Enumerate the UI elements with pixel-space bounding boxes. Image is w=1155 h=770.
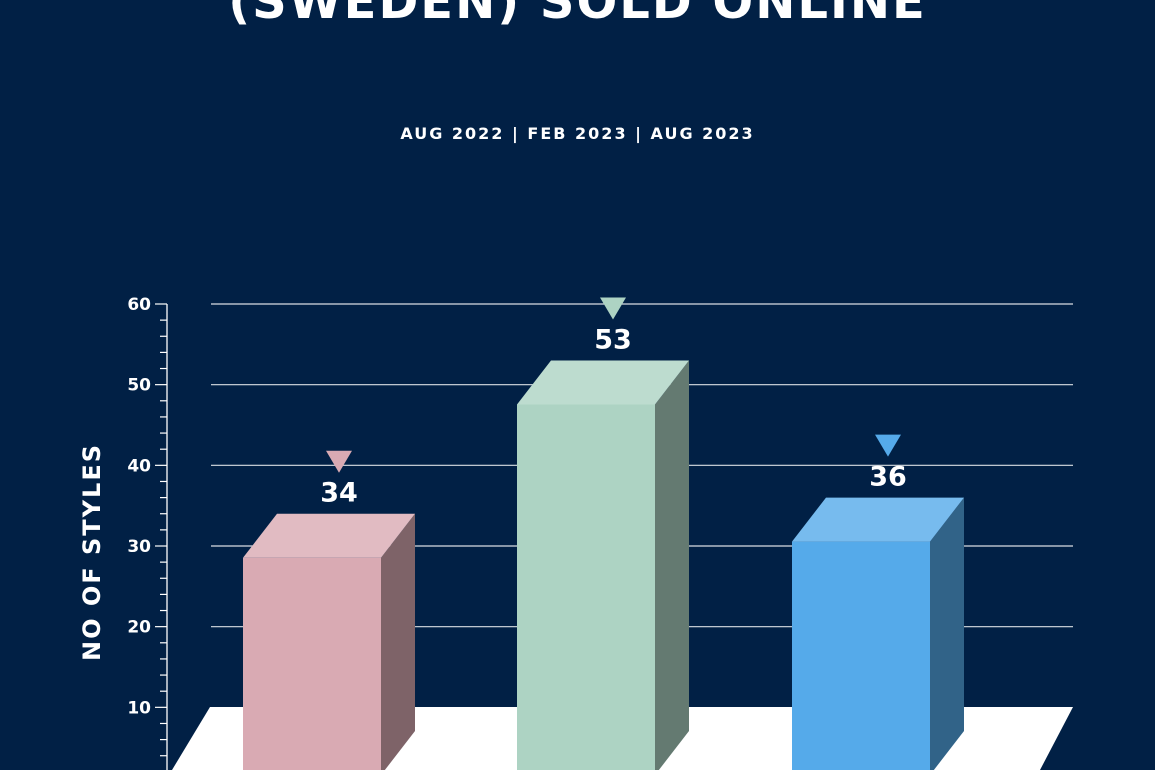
chart-subtitle: AUG 2022 | FEB 2023 | AUG 2023: [400, 124, 755, 143]
bar-front: [517, 404, 655, 770]
bar-side: [655, 360, 689, 770]
bar-front: [243, 557, 381, 770]
data-label: 34: [320, 478, 358, 509]
y-tick-label: 20: [127, 618, 151, 638]
bar-top: [517, 360, 689, 405]
bar-front: [792, 541, 930, 770]
data-label: 53: [594, 324, 632, 355]
marker-triangle: [875, 434, 901, 457]
y-tick-label: 30: [127, 537, 151, 557]
y-tick-label: 40: [127, 456, 151, 476]
bar-top: [243, 513, 415, 558]
bar-top: [792, 497, 964, 542]
marker-triangle: [326, 450, 352, 473]
data-label: 36: [869, 462, 907, 493]
chart-title: (SWEDEN) SOLD ONLINE: [228, 0, 927, 30]
marker-triangle: [600, 297, 626, 320]
bar-side: [930, 497, 964, 770]
y-tick-label: 10: [127, 698, 151, 718]
y-tick-label: 60: [127, 295, 151, 315]
y-tick-label: 50: [127, 376, 151, 396]
bar-side: [381, 513, 415, 770]
